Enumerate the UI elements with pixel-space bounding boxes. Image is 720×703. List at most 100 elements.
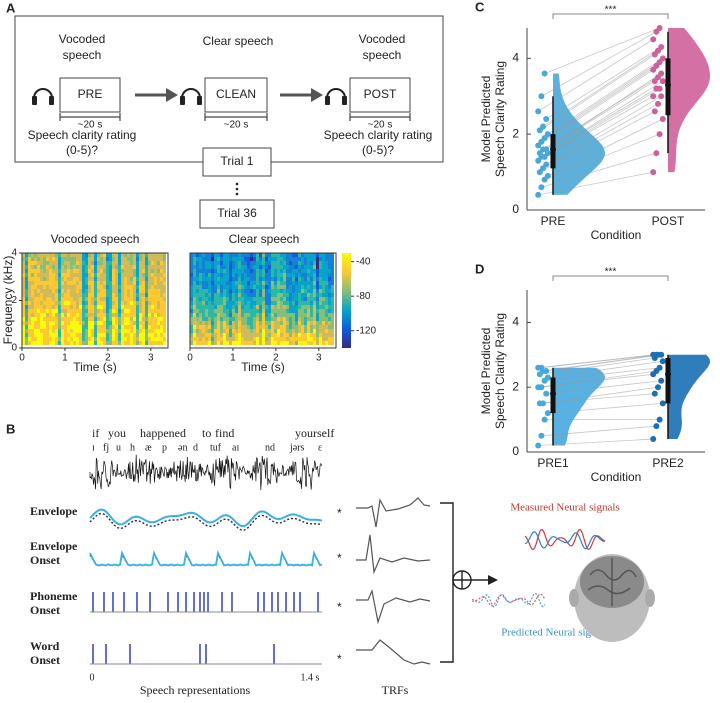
median xyxy=(550,146,556,153)
data-point xyxy=(538,432,545,439)
spectrogram-cell xyxy=(322,261,325,265)
spectrogram-cell xyxy=(319,253,322,257)
spectrogram-cell xyxy=(148,337,151,341)
spectrogram-cell xyxy=(256,289,259,293)
spectrogram-cell xyxy=(154,329,157,333)
spectrogram-cell xyxy=(253,253,256,257)
spectrogram-cell xyxy=(325,253,328,257)
spectrogram-cell xyxy=(208,321,211,325)
spectrogram-cell xyxy=(73,285,76,289)
spectrogram-cell xyxy=(241,281,244,285)
spectrogram-cell xyxy=(124,253,127,257)
spectrogram-cell xyxy=(58,317,61,321)
spectrogram-cell xyxy=(64,289,67,293)
spectrogram-cell xyxy=(256,269,259,273)
spectrogram-cell xyxy=(70,341,73,345)
spectrogram-cell xyxy=(46,269,49,273)
spectrogram-cell xyxy=(49,269,52,273)
spectrogram-cell xyxy=(118,309,121,313)
spectrogram-cell xyxy=(58,329,61,333)
spectrogram-cell xyxy=(229,289,232,293)
spectrogram-cell xyxy=(235,261,238,265)
spectrogram-cell xyxy=(46,253,49,257)
spectrogram-cell xyxy=(190,277,193,281)
spectrogram-cell xyxy=(130,329,133,333)
spectrogram-cell xyxy=(70,297,73,301)
spectrogram-cell xyxy=(205,317,208,321)
spectrogram-cell xyxy=(40,261,43,265)
spectrogram-cell xyxy=(265,325,268,329)
spectrogram-cell xyxy=(301,321,304,325)
spectrogram-cell xyxy=(265,261,268,265)
spectrogram-cell xyxy=(163,293,166,297)
spectrogram-cell xyxy=(145,329,148,333)
spectrogram-cell xyxy=(307,265,310,269)
spectrogram-cell xyxy=(292,253,295,257)
spectrogram-cell xyxy=(274,325,277,329)
spectrogram-cell xyxy=(94,297,97,301)
spectrogram-cell xyxy=(295,305,298,309)
spectrogram-cell xyxy=(148,297,151,301)
spectrogram-cell xyxy=(253,301,256,305)
spectrogram-cell xyxy=(103,317,106,321)
spectrogram-cell xyxy=(331,301,334,305)
spectrogram-cell xyxy=(70,301,73,305)
spectrogram-cell xyxy=(154,341,157,345)
spectrogram-cell xyxy=(109,305,112,309)
spectrogram-cell xyxy=(160,277,163,281)
spectrogram-cell xyxy=(55,313,58,317)
spectrogram-cell xyxy=(91,273,94,277)
spectrogram-cell xyxy=(319,329,322,333)
spectrogram-cell xyxy=(115,285,118,289)
spectrogram-cell xyxy=(220,257,223,261)
data-point xyxy=(650,36,657,43)
spectrogram-cell xyxy=(49,293,52,297)
spectrogram-cell xyxy=(37,329,40,333)
spectrogram-cell xyxy=(295,281,298,285)
spectrogram-cell xyxy=(316,305,319,309)
data-point xyxy=(655,100,661,107)
spectrogram-cell xyxy=(28,329,31,333)
spectrogram-cell xyxy=(217,309,220,313)
spectrogram-cell xyxy=(277,261,280,265)
spectrogram-cell xyxy=(244,261,247,265)
spectrogram-cell xyxy=(91,341,94,345)
spectrogram-cell xyxy=(136,341,139,345)
spectrogram-cell xyxy=(151,329,154,333)
spectrogram-cell xyxy=(199,257,202,261)
spectrogram-cell xyxy=(193,269,196,273)
spectrogram-cell xyxy=(49,301,52,305)
spectrogram-cell xyxy=(298,269,301,273)
spectrogram-cell xyxy=(250,341,253,345)
spectrogram-cell xyxy=(277,253,280,257)
spectrogram-cell xyxy=(76,329,79,333)
spectrogram-cell xyxy=(142,285,145,289)
spectrogram-cell xyxy=(94,333,97,337)
spectrogram-cell xyxy=(250,329,253,333)
spectrogram-cell xyxy=(79,265,82,269)
spectrogram-cell xyxy=(79,301,82,305)
spectrogram-cell xyxy=(247,313,250,317)
spectrogram-cell xyxy=(106,265,109,269)
spectrogram-cell xyxy=(28,313,31,317)
spectrogram-cell xyxy=(130,341,133,345)
spectrogram-cell xyxy=(163,261,166,265)
x-tick-label: 0 xyxy=(187,353,193,364)
spectrogram-cell xyxy=(298,329,301,333)
spectrogram-cell xyxy=(295,309,298,313)
spectrogram-cell xyxy=(292,341,295,345)
spectrogram-cell xyxy=(199,277,202,281)
spectrogram-cell xyxy=(289,301,292,305)
data-point xyxy=(540,123,546,130)
spectrogram-cell xyxy=(151,289,154,293)
spectrogram-cell xyxy=(265,281,268,285)
spectrogram-cell xyxy=(238,265,241,269)
spectrogram-cell xyxy=(313,309,316,313)
spectrogram-cell xyxy=(193,329,196,333)
spectrogram-cell xyxy=(100,265,103,269)
spectrogram-cell xyxy=(199,273,202,277)
spectrogram-cell xyxy=(292,321,295,325)
spectrogram-cell xyxy=(322,329,325,333)
spectrogram-cell xyxy=(274,285,277,289)
spectrogram-cell xyxy=(37,273,40,277)
